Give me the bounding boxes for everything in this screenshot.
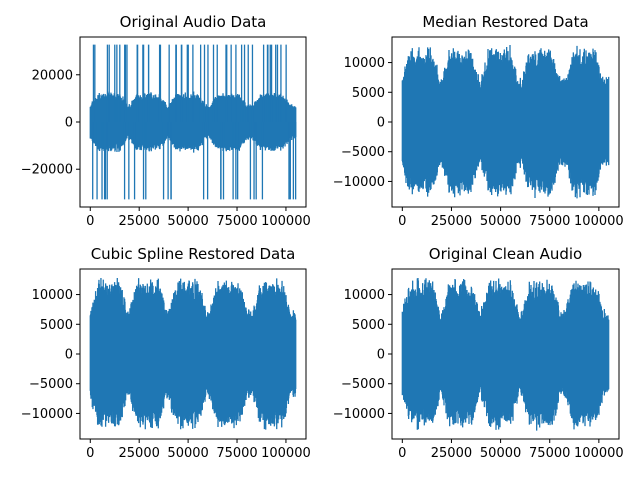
subplot-2: 0 25000 50000 75000 100000 −10000 −5000 0 5000 10… [333, 13, 624, 229]
y-tick-label: 5000 [352, 318, 385, 333]
waveform-line [89, 277, 297, 430]
y-tick-label: −10000 [333, 175, 385, 190]
y-tick-label: −5000 [341, 377, 385, 392]
x-tick-label: 25000 [119, 214, 160, 229]
subplot-3: 0 25000 50000 75000 100000 −10000 −5000 0 5000 10… [21, 245, 311, 461]
subplot-4: 0 25000 50000 75000 100000 −10000 −5000 0 5000 10… [333, 245, 624, 461]
y-tick-label: −20000 [21, 163, 73, 178]
x-tick-label: 50000 [167, 214, 208, 229]
y-tick-label: −10000 [21, 407, 73, 422]
x-tick-label: 100000 [574, 446, 624, 461]
subplot-title: Original Clean Audio [429, 245, 582, 263]
click-spikes [92, 44, 297, 200]
x-tick-label: 50000 [480, 446, 521, 461]
y-tick-label: 10000 [344, 288, 385, 303]
x-tick-label: 0 [398, 214, 406, 229]
x-tick-label: 25000 [431, 446, 472, 461]
y-tick-label: 5000 [40, 318, 73, 333]
x-tick-label: 0 [398, 446, 406, 461]
y-tick-label: −5000 [341, 145, 385, 160]
x-tick-label: 75000 [529, 214, 570, 229]
x-tick-label: 75000 [216, 214, 257, 229]
x-tick-label: 100000 [261, 214, 311, 229]
x-tick-label: 75000 [529, 446, 570, 461]
x-tick-label: 100000 [261, 446, 311, 461]
y-tick-label: 0 [65, 348, 73, 363]
subplot-title: Original Audio Data [120, 13, 267, 31]
waveform-line [401, 277, 610, 431]
x-tick-label: 25000 [119, 446, 160, 461]
y-tick-label: 10000 [344, 56, 385, 71]
y-tick-label: 0 [65, 116, 73, 131]
x-tick-label: 0 [86, 446, 94, 461]
y-tick-label: 0 [377, 116, 385, 131]
subplot-title: Cubic Spline Restored Data [91, 245, 296, 263]
subplot-1: 0 25000 50000 75000 100000 −20000 0 20000 Origin… [21, 13, 311, 229]
x-tick-label: 75000 [216, 446, 257, 461]
x-tick-label: 25000 [431, 214, 472, 229]
x-tick-label: 0 [86, 214, 94, 229]
y-tick-label: 0 [377, 348, 385, 363]
y-tick-label: −10000 [333, 407, 385, 422]
y-tick-label: −5000 [29, 377, 73, 392]
y-tick-label: 5000 [352, 86, 385, 101]
x-tick-label: 100000 [574, 214, 624, 229]
y-tick-label: 10000 [32, 288, 73, 303]
waveform-line [401, 45, 610, 199]
x-tick-label: 50000 [167, 446, 208, 461]
y-tick-label: 20000 [32, 68, 73, 83]
subplot-title: Median Restored Data [422, 13, 588, 31]
x-tick-label: 50000 [480, 214, 521, 229]
